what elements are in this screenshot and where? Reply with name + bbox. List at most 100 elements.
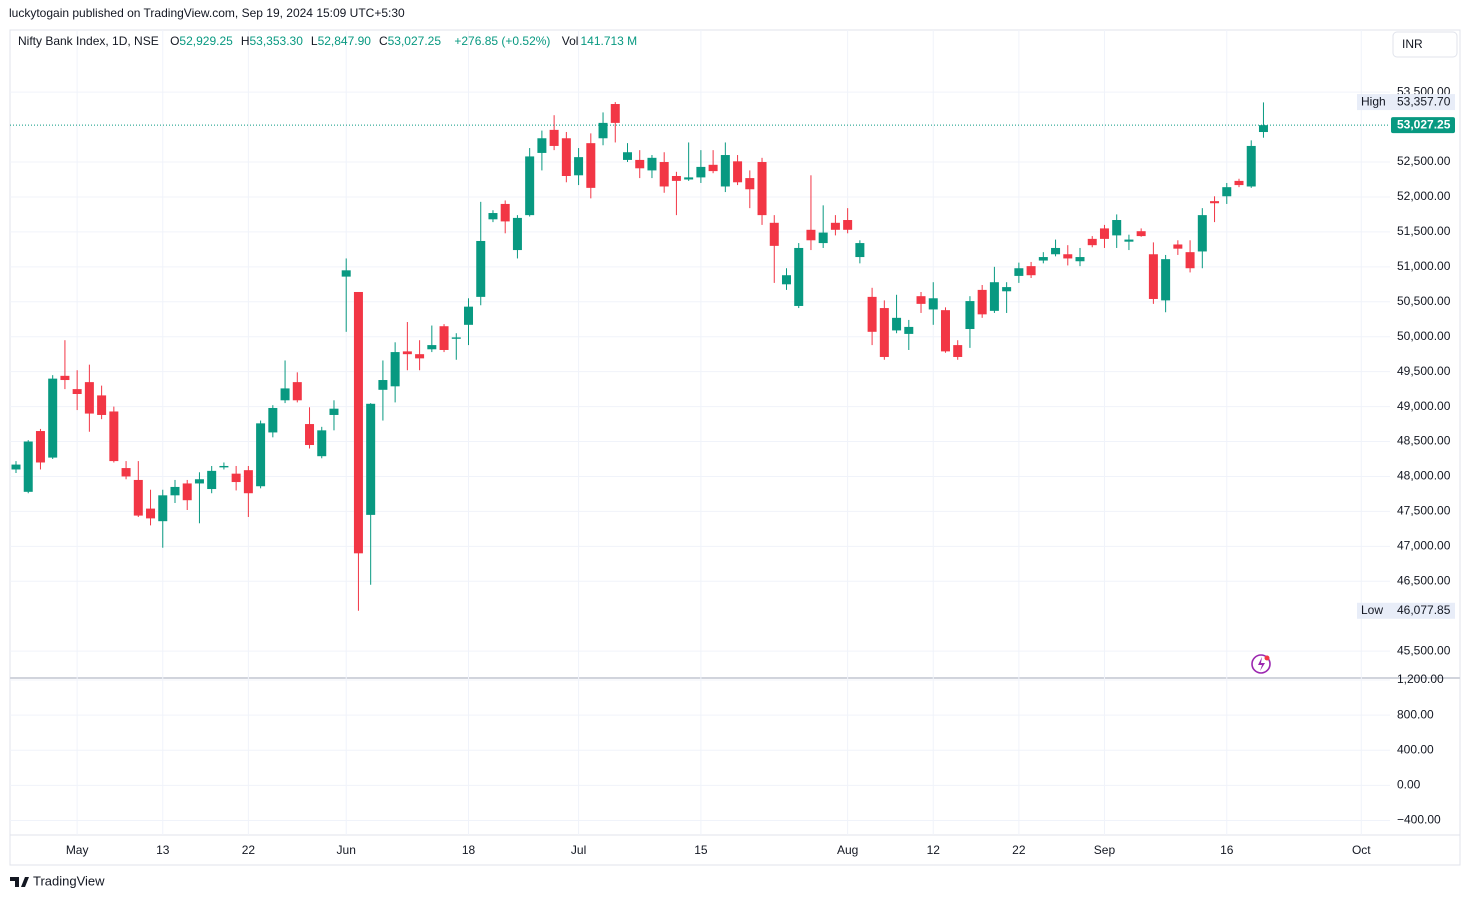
candle-body [317,430,327,457]
candles: 53,027.25 High 53,357.70 Low 46,077.85 [10,94,1455,619]
candle-body [965,301,975,330]
x-tick-label: 22 [1012,843,1026,857]
candle-body [940,310,950,352]
x-tick-label: Jun [337,843,356,857]
marker-value: 46,077.85 [1397,603,1451,617]
ohlc-value: 53,353.30 [249,34,303,48]
candle-body [598,122,608,139]
candle-body [1087,238,1097,246]
candle-body [1136,231,1146,237]
y-tick-label: 50,500.00 [1397,294,1451,308]
candle-body [512,217,522,251]
marker-name: High [1361,94,1386,108]
volume-name: Vol [561,34,579,48]
symbol-title: Nifty Bank Index, 1D, NSE [18,34,159,48]
candle-body [427,345,437,350]
candle-body [97,395,107,415]
candle-body [1014,268,1024,276]
ohlc-value: 52,929.25 [179,34,233,48]
candle-body [464,306,474,325]
currency-button[interactable] [1392,31,1458,58]
candle-body [1002,287,1012,292]
volume-value: 141.713 M [580,34,638,48]
candle-body [1234,180,1244,186]
candle-body [720,155,730,187]
ohlc-name: H [240,34,250,48]
change: +276.85 (+0.52%) [454,34,551,48]
candle-body [635,159,645,169]
candle-body [989,282,999,311]
candle-body [72,389,82,395]
candle-body [855,243,865,258]
ohlc-name: L [310,34,318,48]
candle-body [757,162,767,216]
candle-body [329,408,339,415]
candle-body [1051,247,1061,255]
ohlc-value: 52,847.90 [317,34,371,48]
y2-tick-label: 800.00 [1397,707,1434,721]
candle-body [366,403,376,515]
y-tick-label: 45,500.00 [1397,643,1451,657]
y-tick-label: 49,000.00 [1397,399,1451,413]
candle-body [194,479,204,484]
candle-body [671,175,681,181]
y-tick-label: 48,500.00 [1397,434,1451,448]
candle-body [402,351,412,355]
candle-body [109,411,119,462]
candle-body [1222,187,1232,197]
currency: INR [1402,37,1423,51]
candle-body [818,232,828,244]
candle-body [476,240,486,297]
candle-body [1197,215,1207,252]
ohlc-name: C [378,34,388,48]
candle-body [1173,244,1183,249]
candle-body [843,220,853,230]
candle-body [182,483,192,501]
candle-body [708,164,718,172]
marker-box [1357,602,1455,619]
candle-body [341,270,351,277]
candle-body [1038,257,1048,261]
candle-body [647,157,657,171]
candle-body [1063,254,1073,259]
candle-body [60,375,70,381]
marker-name: Low [1361,603,1383,617]
candle-body [170,486,180,496]
y-tick-label: 49,500.00 [1397,364,1451,378]
candle-body [904,326,914,334]
candle-body [1258,125,1268,133]
candle-body [353,291,363,554]
candle-body [1099,228,1109,239]
candle-body [23,441,33,492]
candle-body [977,289,987,315]
y2-tick-label: 0.00 [1397,778,1421,792]
candle-body [11,464,21,470]
x-tick-label: 16 [1220,843,1234,857]
logo: TradingView [33,873,105,888]
legend-header: Nifty Bank Index, 1D, NSE O52,929.25 H53,… [18,34,639,48]
last-price-box [1391,117,1455,134]
candle-body [280,388,290,401]
candle-body [219,465,229,468]
candle-body [745,178,755,190]
candle-body [268,407,278,433]
y-tick-label: 51,000.00 [1397,259,1451,273]
alert-icon[interactable] [1251,654,1271,674]
candle-body [121,468,131,477]
x-tick-label: 12 [927,843,941,857]
y-tick-label: 50,000.00 [1397,329,1451,343]
candle-body [500,203,510,222]
candle-body [928,298,938,310]
candle-body [1124,239,1134,242]
candle-body [158,495,168,522]
candle-body [451,337,461,339]
x-tick-label: 15 [694,843,708,857]
y-tick-label: 47,500.00 [1397,504,1451,518]
candle-body [256,423,266,487]
candle-body [390,352,400,387]
y-tick-label: 48,000.00 [1397,469,1451,483]
x-tick-label: 18 [462,843,476,857]
y-tick-label: 47,000.00 [1397,539,1451,553]
y-tick-label: 51,500.00 [1397,224,1451,238]
